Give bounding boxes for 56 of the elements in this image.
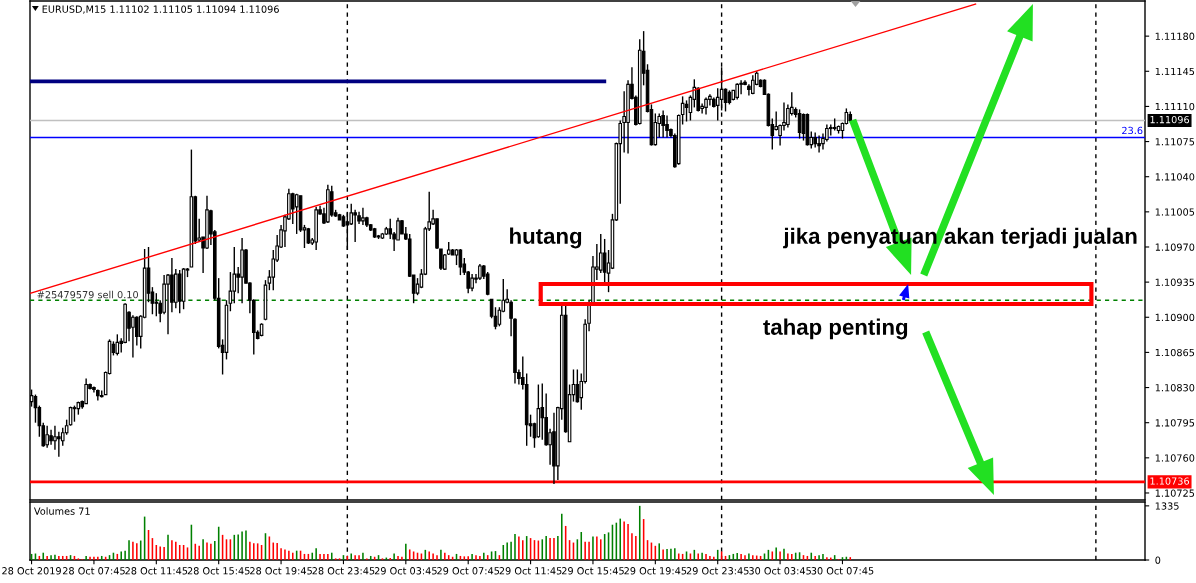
x-tick-label: 29 Oct 15:45 (561, 567, 624, 575)
x-tick-label: 28 Oct 15:45 (187, 567, 250, 575)
candlestick (661, 109, 665, 139)
candlestick (575, 368, 580, 404)
x-tick-label: 28 Oct 23:45 (312, 567, 375, 575)
chart-title: Volumes 71 (33, 507, 90, 515)
candlestick (45, 425, 49, 449)
x-tick-label: 28 Oct 19:45 (250, 567, 312, 575)
candlestick (774, 110, 778, 132)
x-tick-label: 28 Oct 07:45 (62, 567, 125, 575)
x-tick-label: 29 Oct 11:45 (499, 567, 562, 575)
candlestick (653, 112, 658, 147)
y-tick-label: 1.10865 (1155, 348, 1195, 357)
y-tick-label: 1335 (1155, 502, 1179, 510)
x-tick-label: 29 Oct 03:45 (374, 567, 437, 575)
y-tick-label: 1.10725 (1155, 489, 1195, 497)
y-tick-label: 1.10830 (1155, 384, 1195, 392)
annotation: 23.6 (1122, 126, 1143, 135)
x-tick-label: 30 Oct 03:45 (749, 567, 811, 575)
y-tick-label: 1.11110 (1155, 102, 1195, 111)
annotation: hutang (510, 227, 582, 249)
y-tick-label: 1.10935 (1155, 278, 1195, 286)
candlestick (166, 273, 170, 336)
x-tick-label: 28 Oct 2019 (2, 567, 61, 575)
candlestick (154, 292, 159, 317)
x-tick-label: 29 Oct 19:45 (624, 567, 687, 575)
candlestick (665, 114, 669, 139)
y-tick-label: 1.10760 (1155, 454, 1195, 462)
ref-line-label: 1.11096 (1150, 115, 1190, 124)
y-tick-label: 1.10795 (1155, 419, 1195, 427)
candlestick (353, 209, 357, 243)
y-tick-label: 0 (1155, 556, 1161, 564)
candlestick (131, 314, 135, 359)
candlestick (739, 79, 743, 96)
ref-line-label: 1.10736 (1150, 477, 1190, 485)
y-tick-label: 1.11075 (1155, 138, 1195, 146)
x-tick-label: 29 Oct 23:45 (686, 567, 749, 575)
x-tick-label: 28 Oct 11:45 (125, 567, 188, 575)
candlestick (747, 83, 751, 97)
y-tick-label: 1.10970 (1155, 243, 1195, 251)
x-tick-label: 29 Oct 07:45 (437, 567, 500, 575)
candlestick (361, 207, 365, 226)
y-tick-label: 1.11005 (1155, 208, 1195, 216)
y-tick-label: 1.11180 (1155, 32, 1195, 40)
candlestick (817, 134, 821, 154)
y-tick-label: 1.11145 (1155, 67, 1195, 76)
annotation: #25479579 sell 0.10 (37, 290, 139, 299)
candlestick (345, 211, 350, 251)
candlestick (57, 431, 61, 458)
candlestick (294, 193, 299, 235)
x-tick-label: 30 Oct 07:45 (811, 567, 874, 575)
y-tick-label: 1.10900 (1155, 313, 1195, 322)
y-tick-label: 1.11040 (1155, 173, 1195, 181)
candlestick (84, 377, 88, 405)
annotation: tahap penting (763, 318, 908, 340)
chart-title: EURUSD,M15 1.11102 1.11105 1.11094 1.11096 (42, 5, 279, 14)
